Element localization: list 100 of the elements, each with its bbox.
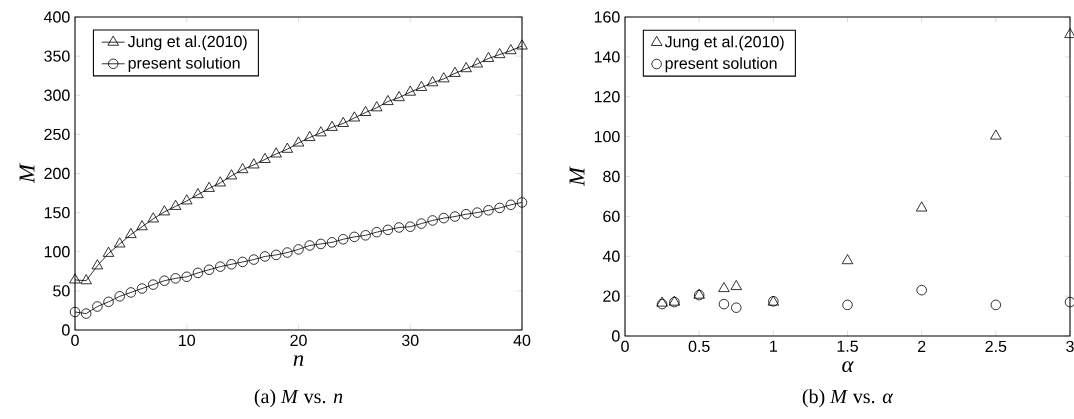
point (471, 57, 484, 68)
point (382, 224, 394, 236)
point (303, 130, 316, 141)
point (326, 120, 338, 131)
point (192, 188, 204, 199)
point (348, 111, 361, 122)
point (136, 220, 148, 231)
point (338, 234, 349, 245)
point (426, 76, 439, 87)
point (226, 259, 237, 270)
point (359, 105, 372, 116)
point (516, 39, 528, 50)
x-tick-label: 2.5 (985, 340, 1007, 353)
point (125, 228, 137, 238)
point (460, 62, 472, 73)
point (103, 296, 114, 308)
y-tick-label: 40 (602, 250, 620, 262)
point (349, 231, 360, 243)
point (382, 94, 394, 105)
point (248, 158, 260, 169)
point (170, 273, 181, 284)
point (449, 66, 461, 77)
point (360, 230, 371, 241)
point (405, 221, 416, 232)
point (315, 126, 327, 137)
y-tick-label: 150 (44, 206, 70, 219)
legend-label: present solution (128, 56, 240, 72)
x-tick-label: 2 (918, 340, 926, 352)
point (248, 254, 260, 265)
point (102, 246, 115, 257)
point (841, 254, 854, 265)
point (449, 211, 461, 222)
legend-label: present solution (665, 57, 777, 73)
point (80, 274, 92, 285)
point (203, 181, 215, 192)
point (842, 299, 853, 311)
legend-label: Jung et al.(2010) (664, 35, 784, 51)
point (337, 116, 349, 127)
point (270, 249, 282, 261)
y-tick-label: 300 (44, 89, 70, 101)
y-tick-label: 350 (44, 50, 70, 62)
x-tick-label: 20 (290, 334, 307, 347)
point (326, 237, 338, 248)
point (482, 51, 495, 62)
point (1064, 28, 1074, 39)
point (505, 199, 517, 210)
point (315, 238, 327, 250)
y-tick-label: 50 (53, 285, 70, 297)
point (505, 44, 517, 55)
point (393, 222, 405, 233)
y-tick-label: 100 (594, 130, 620, 143)
y-tick-label: 0 (62, 324, 70, 336)
point (259, 251, 271, 262)
point (136, 283, 148, 294)
point (159, 275, 170, 286)
point (516, 197, 528, 208)
x-axis-title: α (842, 361, 854, 373)
point (493, 48, 506, 59)
point (169, 199, 182, 210)
x-tick-label: 1 (770, 340, 777, 352)
point (147, 212, 159, 223)
point (181, 271, 192, 282)
point (237, 256, 248, 268)
point (415, 80, 428, 91)
point (494, 202, 505, 214)
y-axis-title: M (569, 166, 585, 187)
point (91, 259, 104, 270)
point (731, 302, 742, 313)
point (483, 205, 494, 216)
point (236, 163, 249, 174)
x-tick-label: 10 (179, 334, 196, 347)
point (915, 201, 928, 212)
y-tick-label: 120 (594, 91, 620, 103)
point (203, 264, 215, 275)
point (292, 136, 305, 147)
point (438, 212, 449, 224)
point (427, 215, 438, 226)
x-tick-label: 30 (401, 334, 419, 347)
point (718, 282, 730, 293)
point (990, 299, 1002, 311)
x-tick-label: 0.5 (688, 340, 710, 353)
point (114, 291, 125, 302)
x-tick-label: 3 (1066, 340, 1074, 353)
x-tick-label: 0 (621, 340, 629, 353)
point (393, 91, 405, 102)
point (472, 207, 483, 218)
point (460, 208, 472, 220)
y-tick-label: 140 (594, 51, 620, 63)
legend-label: Jung et al.(2010) (127, 35, 247, 51)
point (259, 152, 271, 163)
y-tick-label: 160 (594, 11, 620, 23)
point (158, 205, 171, 216)
y-axis-title: M (19, 163, 35, 184)
point (80, 308, 92, 319)
point (718, 298, 730, 310)
point (69, 306, 81, 318)
point (293, 244, 304, 255)
y-tick-label: 200 (44, 167, 70, 180)
text: (b) M vs. α (802, 389, 894, 408)
point (181, 194, 193, 205)
